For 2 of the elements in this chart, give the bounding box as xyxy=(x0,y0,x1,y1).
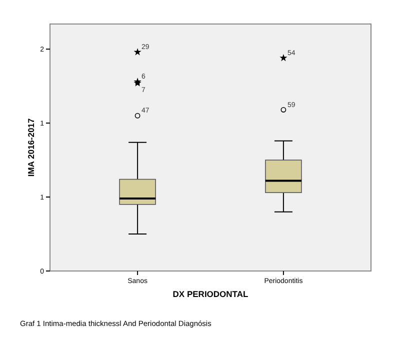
x-axis-title: DX PERIODONTAL xyxy=(172,289,248,299)
y-axis-title: IMA 2016-2017 xyxy=(26,118,36,177)
